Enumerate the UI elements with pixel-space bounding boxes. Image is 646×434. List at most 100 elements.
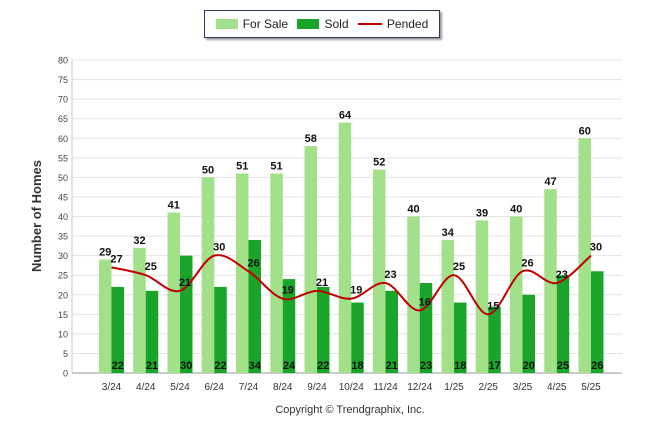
data-label-pended: 26	[247, 257, 259, 269]
legend-label-for-sale: For Sale	[242, 17, 289, 31]
data-label-pended: 30	[213, 242, 225, 254]
copyright-text: Copyright © Trendgraphix, Inc.	[275, 404, 424, 416]
data-label-sold: 21	[386, 360, 398, 372]
data-label-pended: 23	[556, 269, 568, 281]
bar-for-sale[interactable]	[578, 138, 592, 373]
data-label-sold: 22	[214, 360, 226, 372]
data-label-for-sale: 40	[510, 204, 522, 216]
bar-sold[interactable]	[522, 294, 536, 373]
x-tick-label: 9/24	[307, 382, 327, 393]
data-label-for-sale: 32	[133, 235, 145, 247]
y-tick-label: 30	[58, 251, 68, 261]
data-label-pended: 23	[384, 269, 396, 281]
bar-for-sale[interactable]	[475, 220, 489, 373]
y-tick-label: 50	[58, 173, 68, 183]
bar-for-sale[interactable]	[304, 146, 318, 373]
data-label-for-sale: 64	[339, 110, 352, 122]
x-tick-label: 6/24	[205, 382, 225, 393]
y-tick-label: 35	[58, 232, 68, 242]
data-label-for-sale: 47	[544, 176, 556, 188]
y-tick-label: 65	[58, 114, 68, 124]
bar-sold[interactable]	[317, 286, 330, 373]
data-label-pended: 19	[350, 285, 362, 297]
pended-line	[111, 254, 592, 316]
data-label-for-sale: 50	[202, 164, 214, 176]
bar-sold[interactable]	[351, 302, 364, 373]
bar-for-sale[interactable]	[441, 239, 455, 373]
data-label-pended: 30	[590, 242, 602, 254]
y-tick-label: 25	[58, 271, 68, 281]
bar-sold[interactable]	[488, 306, 501, 373]
x-tick-label: 5/24	[170, 382, 190, 393]
data-label-sold: 34	[249, 360, 262, 372]
legend-swatch-pended	[357, 23, 382, 25]
bar-sold[interactable]	[419, 283, 433, 373]
data-label-for-sale: 51	[236, 160, 248, 172]
data-label-sold: 17	[488, 360, 500, 372]
bar-for-sale[interactable]	[201, 177, 215, 373]
bar-sold[interactable]	[591, 271, 604, 373]
bar-for-sale[interactable]	[407, 216, 420, 374]
bar-for-sale[interactable]	[338, 122, 352, 373]
data-label-pended: 19	[282, 285, 294, 297]
x-tick-label: 2/25	[479, 382, 499, 393]
data-label-sold: 22	[112, 360, 124, 372]
chart-legend: For Sale Sold Pended	[204, 10, 440, 38]
data-label-for-sale: 58	[305, 133, 317, 145]
bar-for-sale[interactable]	[544, 189, 557, 373]
data-label-sold: 20	[523, 360, 535, 372]
y-tick-label: 0	[63, 369, 68, 379]
legend-item-for-sale[interactable]: For Sale	[215, 17, 289, 31]
data-label-pended: 26	[521, 257, 533, 269]
bars	[99, 122, 604, 374]
data-labels: 29 32 41 50 51 51 58 64 52 40 34 39 40 47 60 22 21 30 22 34…	[99, 110, 603, 372]
bar-sold[interactable]	[385, 290, 399, 373]
x-tick-label: 3/24	[102, 382, 122, 393]
y-tick-label: 40	[58, 212, 68, 222]
bar-sold[interactable]	[556, 275, 570, 373]
y-tick-label: 20	[58, 290, 68, 300]
x-tick-label: 7/24	[239, 382, 259, 393]
y-tick-label: 45	[58, 192, 68, 202]
legend-item-pended[interactable]: Pended	[357, 17, 429, 31]
data-label-pended: 16	[419, 296, 431, 308]
bar-for-sale[interactable]	[167, 212, 181, 373]
y-tick-label: 10	[58, 329, 68, 339]
data-label-for-sale: 51	[270, 160, 282, 172]
legend-item-sold[interactable]: Sold	[297, 17, 349, 31]
data-label-sold: 24	[283, 360, 296, 372]
bar-sold[interactable]	[454, 302, 467, 373]
bar-for-sale[interactable]	[510, 216, 523, 374]
bar-for-sale[interactable]	[270, 173, 283, 373]
bar-for-sale[interactable]	[99, 259, 112, 373]
legend-label-sold: Sold	[324, 17, 349, 31]
pended-series-line[interactable]	[111, 254, 592, 316]
x-tick-label: 1/25	[444, 382, 464, 393]
bar-for-sale[interactable]	[373, 169, 386, 373]
x-tick-label: 4/25	[547, 382, 567, 393]
bar-sold[interactable]	[111, 286, 125, 373]
data-label-sold: 30	[180, 360, 192, 372]
bar-sold[interactable]	[180, 255, 193, 373]
data-label-for-sale: 41	[168, 200, 180, 212]
data-label-sold: 22	[317, 360, 329, 372]
x-tick-label: 10/24	[339, 382, 364, 393]
data-label-pended: 25	[453, 261, 465, 273]
legend-label-pended: Pended	[386, 17, 429, 31]
x-tick-label: 5/25	[581, 382, 601, 393]
bar-sold[interactable]	[145, 290, 159, 373]
y-tick-label: 15	[58, 310, 68, 320]
bar-for-sale[interactable]	[236, 173, 249, 373]
x-tick-label: 4/24	[136, 382, 156, 393]
x-tick-label: 3/25	[513, 382, 533, 393]
data-label-pended: 21	[316, 277, 328, 289]
bar-sold[interactable]	[214, 286, 227, 373]
bar-for-sale[interactable]	[133, 247, 146, 373]
data-label-for-sale: 52	[373, 157, 385, 169]
data-label-sold: 18	[351, 360, 363, 372]
bar-sold[interactable]	[282, 279, 296, 373]
data-label-for-sale: 34	[442, 227, 455, 239]
y-tick-label: 75	[58, 75, 68, 85]
y-tick-label: 80	[58, 56, 68, 66]
